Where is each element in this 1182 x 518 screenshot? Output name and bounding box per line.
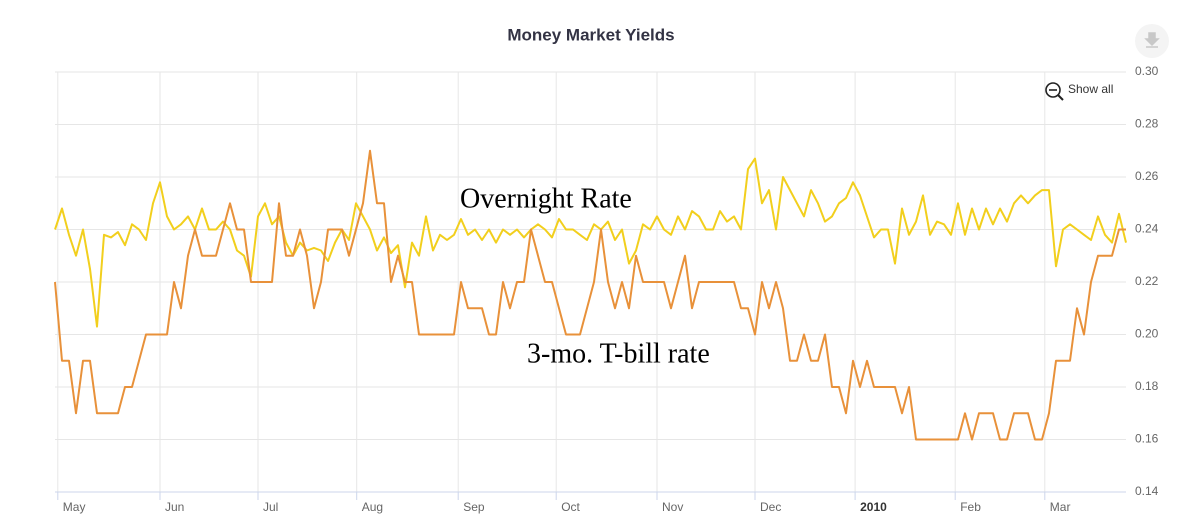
x-tick-label: Jul (263, 500, 278, 514)
chart-title: Money Market Yields (507, 25, 674, 44)
y-tick-label: 0.30 (1135, 64, 1159, 78)
x-tick-label: Oct (561, 500, 580, 514)
y-tick-label: 0.14 (1135, 484, 1159, 498)
x-tick-label: May (63, 500, 86, 514)
x-tick-label: Nov (662, 500, 683, 514)
x-tick-label: Feb (960, 500, 981, 514)
zoom-icon-handle (1057, 94, 1064, 101)
series-line (54, 149, 1126, 441)
y-tick-label: 0.22 (1135, 274, 1159, 288)
series-line (54, 157, 1127, 328)
zoom-icon (1045, 82, 1061, 98)
download-button[interactable] (1135, 24, 1169, 58)
series-annotation: Overnight Rate (460, 183, 632, 214)
series-annotation: 3-mo. T-bill rate (527, 338, 710, 369)
y-tick-label: 0.28 (1135, 117, 1159, 131)
y-tick-label: 0.26 (1135, 169, 1159, 183)
x-tick-label: Dec (760, 500, 781, 514)
x-tick-label: Aug (362, 500, 383, 514)
download-icon (1144, 32, 1160, 48)
y-tick-label: 0.20 (1135, 327, 1159, 341)
show-all-button[interactable]: Show all (1045, 82, 1113, 101)
x-tick-label: Mar (1050, 500, 1071, 514)
plot-area (55, 71, 1126, 493)
show-all-label[interactable]: Show all (1068, 82, 1113, 96)
x-tick-label: Sep (463, 500, 485, 514)
x-tick-label: 2010 (860, 500, 887, 514)
x-tick-label: Jun (165, 500, 184, 514)
y-tick-label: 0.18 (1135, 379, 1159, 393)
y-tick-label: 0.24 (1135, 222, 1159, 236)
y-tick-label: 0.16 (1135, 432, 1159, 446)
